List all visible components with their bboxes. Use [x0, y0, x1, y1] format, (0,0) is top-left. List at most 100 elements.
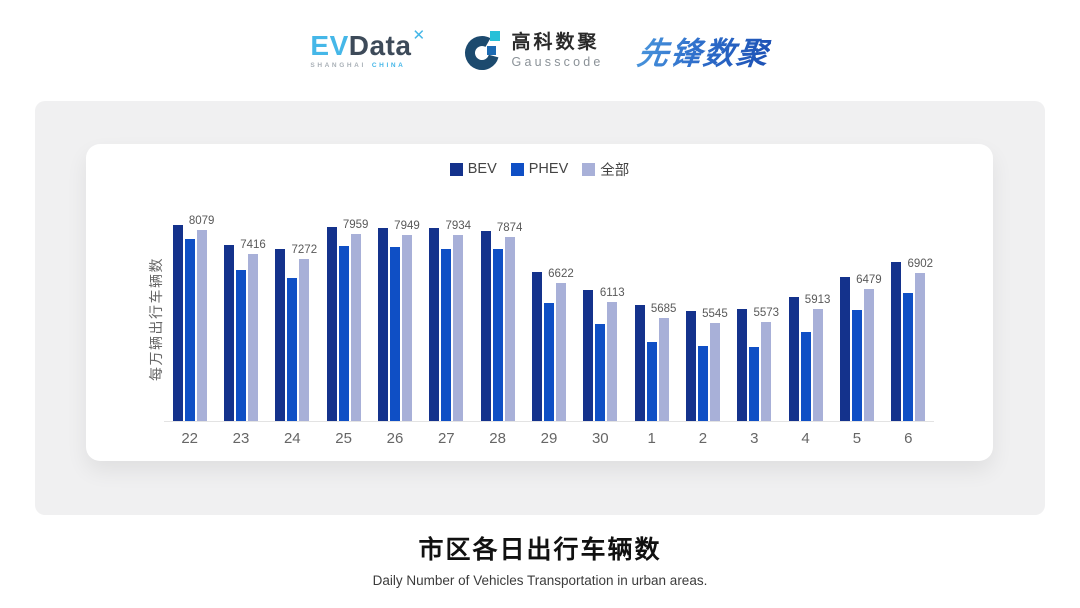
evdata-logo: EV Data ✕ SHANGHAI CHINA: [310, 28, 425, 70]
evdata-china-text: CHINA: [371, 61, 406, 69]
legend-item-phev[interactable]: PHEV: [510, 161, 568, 177]
legend-swatch: [449, 162, 463, 176]
bar-wrap: [172, 225, 183, 421]
bar-group-29: 6622 29: [523, 218, 574, 447]
x-tick-label: 25: [335, 430, 352, 447]
bar-group-27: 7934 27: [421, 218, 472, 447]
bar-wrap: 7949: [394, 220, 420, 421]
bar-phev-27: [441, 249, 452, 421]
bar-group-2: 5545 2: [677, 218, 728, 447]
bar-bev-28: [480, 231, 491, 421]
bar-wrap: 7934: [446, 220, 471, 421]
bar-phev-29: [543, 303, 554, 421]
bar-wrap: [235, 270, 246, 421]
bar-all-28: [504, 237, 515, 421]
bar-bev-4: [788, 297, 799, 421]
bar-phev-4: [800, 332, 811, 421]
bar-cluster: 7934: [429, 218, 471, 421]
bar-group-5: 6479 5: [831, 218, 882, 447]
bar-bev-30: [583, 290, 594, 421]
bar-bev-29: [531, 272, 542, 421]
bar-value-label: 8079: [188, 215, 215, 227]
bar-group-1: 5685 1: [626, 218, 677, 447]
bar-wrap: 6902: [907, 258, 933, 421]
legend-item-bev[interactable]: BEV: [449, 161, 497, 177]
bar-value-label: 7959: [342, 219, 369, 231]
bar-wrap: 7959: [343, 219, 368, 421]
bar-cluster: 6479: [839, 218, 882, 421]
gausscode-logo: 高科数聚 Gausscode: [460, 29, 604, 73]
x-tick-label: 24: [283, 430, 301, 447]
bar-cluster: 5573: [737, 218, 779, 421]
bar-cluster: 5685: [634, 218, 676, 421]
bar-value-label: 7272: [291, 244, 318, 256]
bar-value-label: 6622: [548, 268, 574, 280]
legend-label: BEV: [467, 161, 497, 177]
evdata-subtext: SHANGHAI CHINA: [310, 61, 425, 70]
x-tick-label: 30: [591, 430, 609, 447]
bar-all-6: [915, 273, 926, 421]
bar-value-label: 7949: [394, 220, 420, 232]
bar-wrap: [275, 249, 286, 421]
bar-group-22: 8079 22: [164, 215, 215, 447]
bar-cluster: 6113: [583, 218, 625, 421]
x-tick-label: 4: [801, 430, 810, 447]
bar-all-2: [709, 323, 720, 421]
bar-cluster: 5545: [685, 218, 728, 421]
bar-wrap: [429, 228, 440, 421]
bar-all-26: [401, 235, 412, 421]
bar-wrap: [839, 277, 850, 421]
bar-bev-22: [172, 225, 183, 421]
legend-item-all[interactable]: 全部: [582, 159, 629, 180]
bar-wrap: [788, 297, 799, 421]
bar-phev-5: [851, 310, 862, 421]
bar-wrap: [377, 228, 388, 421]
bar-group-6: 6902 6: [883, 218, 934, 447]
bar-wrap: [531, 272, 542, 421]
bar-wrap: 6479: [856, 274, 882, 421]
bar-cluster: 7874: [480, 218, 522, 421]
x-tick-label: 28: [489, 430, 506, 447]
bar-value-label: 5545: [702, 308, 728, 320]
legend-swatch: [510, 162, 524, 176]
x-tick-label: 6: [904, 430, 913, 447]
bar-wrap: 6113: [600, 287, 625, 421]
bar-wrap: [543, 303, 554, 421]
bar-wrap: [634, 305, 645, 421]
gausscode-text: 高科数聚 Gausscode: [512, 32, 604, 69]
bar-phev-2: [697, 346, 708, 421]
bar-wrap: [223, 245, 234, 421]
bar-wrap: 7416: [240, 239, 266, 421]
bar-value-label: 7416: [240, 239, 266, 251]
bar-bev-26: [377, 228, 388, 421]
legend-swatch: [582, 162, 596, 176]
x-tick-label: 22: [181, 430, 198, 447]
x-tick-label: 3: [750, 430, 759, 447]
gausscode-en-text: Gausscode: [511, 54, 604, 69]
bar-all-25: [350, 234, 361, 421]
bar-phev-1: [646, 342, 657, 421]
bar-value-label: 7934: [445, 220, 472, 232]
x-tick-label: 23: [232, 430, 250, 447]
bar-cluster: 7959: [326, 218, 368, 421]
bar-wrap: [441, 249, 452, 421]
bar-phev-6: [903, 293, 914, 421]
bar-bev-25: [326, 227, 337, 421]
bar-wrap: [903, 293, 914, 421]
bar-cluster: 5913: [788, 218, 830, 421]
header-logos: EV Data ✕ SHANGHAI CHINA 高科数聚 Gausscode 先锋…: [0, 0, 1080, 101]
evdata-wordmark: EV Data ✕: [310, 28, 425, 60]
bar-wrap: [492, 249, 503, 421]
chart-card: BEV PHEV 全部 每万辆出行车辆数 8079 22 7416 23 7272 24 795…: [86, 144, 993, 461]
bar-wrap: [737, 309, 748, 421]
bar-group-23: 7416 23: [215, 218, 266, 447]
bar-cluster: 7416: [223, 218, 266, 421]
x-tick-label: 27: [437, 430, 455, 447]
bar-cluster: 7949: [377, 218, 420, 421]
bar-wrap: [851, 310, 862, 421]
bar-cluster: 8079: [172, 215, 214, 421]
y-axis-label: 每万辆出行车辆数: [148, 257, 164, 381]
bar-bev-6: [891, 262, 902, 421]
bar-wrap: [583, 290, 594, 421]
bar-wrap: [184, 239, 195, 421]
